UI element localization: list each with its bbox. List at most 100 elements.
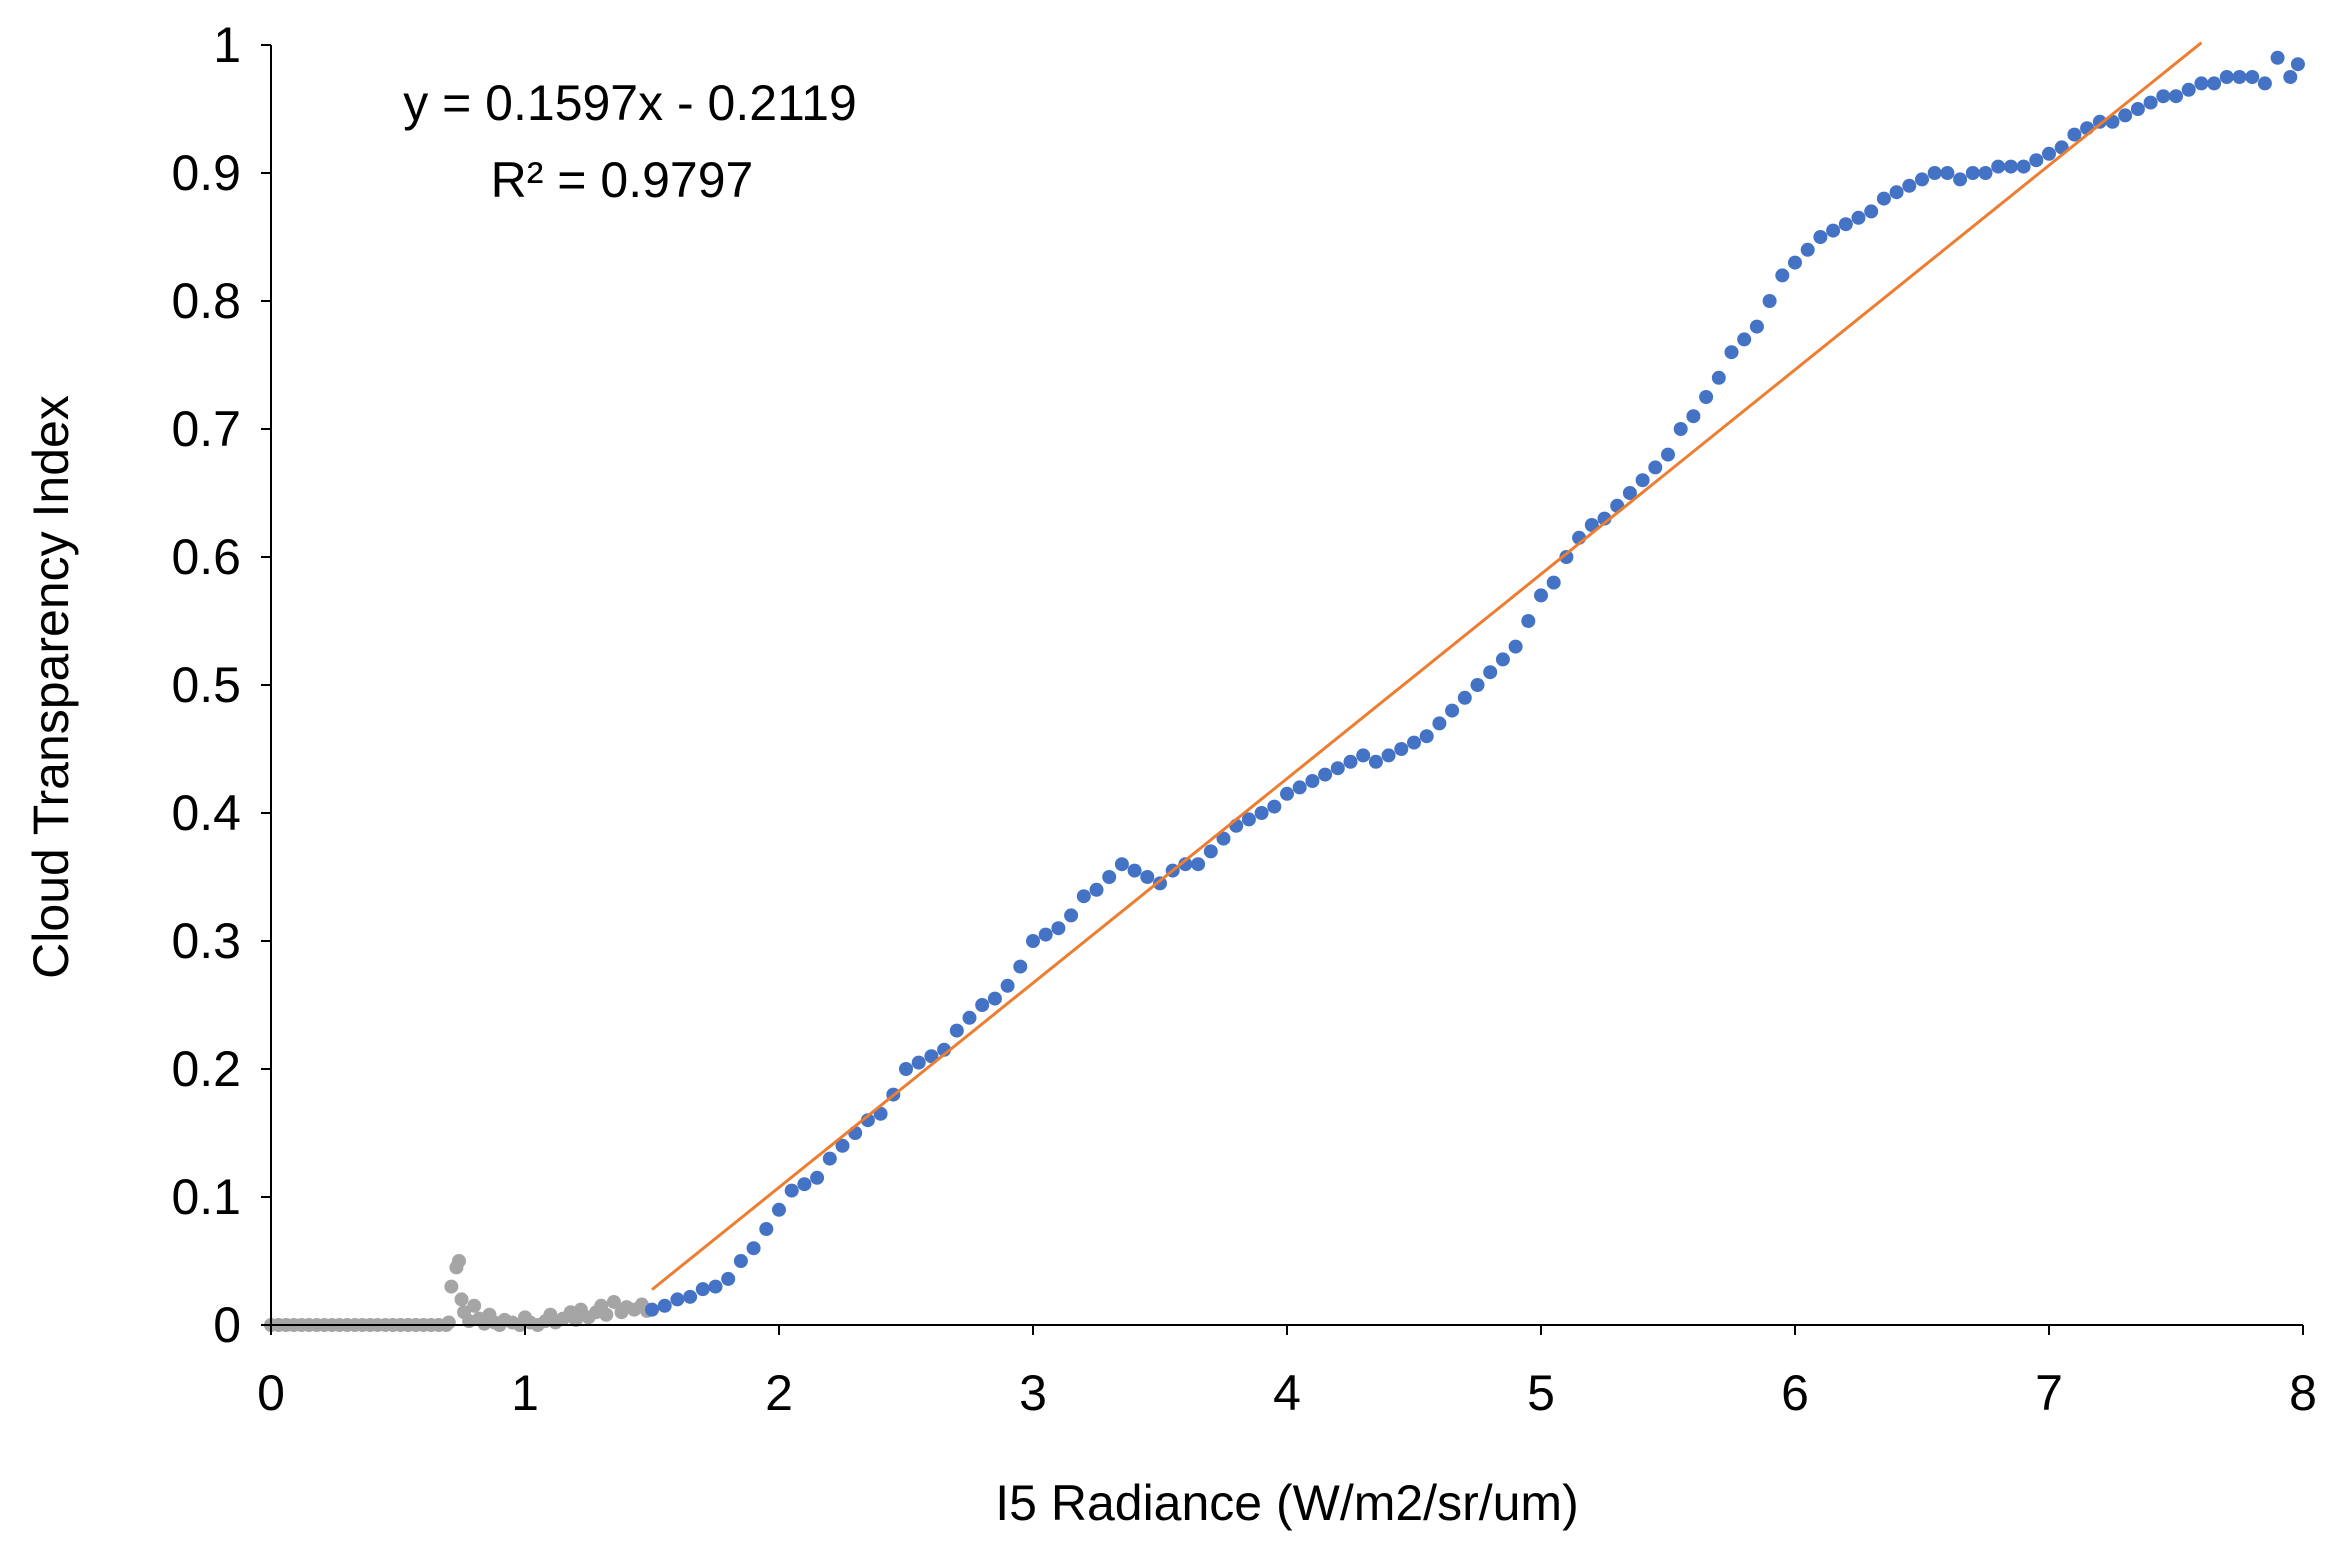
fit-data-point [911, 1055, 926, 1070]
fit-data-point [784, 1183, 799, 1198]
fit-data-point [733, 1254, 748, 1268]
fit-data-point [1000, 978, 1015, 993]
fit-data-point [1381, 748, 1396, 763]
fit-data-point [2118, 108, 2133, 123]
fit-data-point [1864, 204, 1879, 219]
fit-data-point [1737, 332, 1752, 347]
fit-data-point [2219, 70, 2234, 84]
fit-data-point [1394, 742, 1409, 756]
y-tick-label: 0.1 [171, 1169, 241, 1225]
fit-data-point [1800, 242, 1815, 257]
fit-data-point [1114, 857, 1129, 872]
fit-data-point [1470, 678, 1485, 692]
fit-data-point [1584, 518, 1599, 532]
fit-data-point [1686, 409, 1701, 424]
x-axis-ticks: 0 1 2 3 4 5 6 7 8 [257, 1325, 2317, 1421]
x-tick-label: 3 [1019, 1365, 1047, 1421]
fit-data-point [1483, 665, 1498, 680]
fit-data-point [1368, 754, 1383, 769]
fit-data-point [1876, 191, 1891, 206]
fit-data-point [1216, 831, 1231, 846]
fit-data-point [1788, 255, 1802, 270]
fit-data-point [1305, 774, 1320, 788]
fit-data-point [2156, 89, 2171, 104]
fit-data-point [1826, 223, 1841, 238]
fit-data-point [1013, 959, 1028, 974]
excluded-data-point [451, 1254, 466, 1268]
fit-data-point [835, 1138, 850, 1153]
y-tick-label: 0.2 [171, 1041, 241, 1097]
fit-data-point [2181, 82, 2196, 97]
fit-data-point [924, 1049, 939, 1064]
x-tick-label: 7 [2035, 1365, 2063, 1421]
x-tick-label: 1 [511, 1365, 539, 1421]
fit-data-point [1902, 178, 1917, 193]
fit-data-point [1813, 230, 1828, 244]
fit-data-point [1445, 703, 1460, 718]
y-axis-ticks: 0 0.1 0.2 0.3 0.4 0.5 0.6 0.7 0.8 0.9 1 [171, 17, 271, 1353]
fit-data-point [1140, 870, 1155, 884]
fit-data-point [797, 1177, 812, 1192]
fit-data-point [822, 1151, 837, 1166]
fit-data-point [987, 991, 1002, 1006]
fit-data-point [1280, 786, 1294, 801]
fit-data-point [1064, 908, 1079, 923]
fit-data-point [657, 1298, 672, 1313]
fit-series-points [645, 50, 2305, 1317]
fit-data-point [2130, 102, 2145, 116]
fit-data-point [2092, 114, 2107, 129]
excluded-data-point [441, 1315, 456, 1330]
excluded-data-point [599, 1307, 614, 1322]
y-tick-label: 0.7 [171, 401, 241, 457]
fit-data-point [2207, 76, 2222, 91]
y-tick-label: 1 [213, 17, 241, 73]
fit-data-point [1559, 550, 1574, 564]
fit-data-point [1889, 185, 1904, 200]
fit-data-point [1191, 857, 1206, 872]
fit-data-point [1915, 172, 1929, 187]
fit-data-point [1089, 882, 1104, 897]
y-axis-title: Cloud Transparency Index [23, 395, 79, 979]
fit-data-point [1762, 294, 1777, 308]
fit-data-point [2067, 127, 2082, 142]
fit-data-point [1965, 166, 1980, 180]
x-tick-label: 6 [1781, 1365, 1809, 1421]
trendline-equation: y = 0.1597x - 0.2119 [403, 75, 857, 131]
fit-data-point [975, 998, 990, 1012]
excluded-data-point [467, 1298, 482, 1313]
fit-data-point [1775, 268, 1790, 283]
fit-data-point [2016, 159, 2031, 174]
fit-data-point [721, 1271, 736, 1286]
fit-data-point [2143, 95, 2158, 110]
fit-data-point [2169, 89, 2183, 104]
fit-data-point [1102, 870, 1117, 884]
fit-data-point [1991, 159, 2006, 174]
fit-data-point [2042, 146, 2056, 161]
fit-data-point [2232, 70, 2247, 84]
fit-data-point [1292, 780, 1307, 795]
fit-data-point [2029, 153, 2044, 168]
fit-data-point [1254, 806, 1269, 820]
x-tick-label: 5 [1527, 1365, 1555, 1421]
x-axis-title: I5 Radiance (W/m2/sr/um) [995, 1475, 1578, 1531]
fit-data-point [1724, 345, 1739, 360]
fit-data-point [1838, 217, 1853, 232]
y-tick-label: 0.8 [171, 273, 241, 329]
fit-data-point [670, 1292, 685, 1307]
fit-data-point [1699, 390, 1714, 404]
fit-data-point [708, 1279, 723, 1294]
fit-data-point [1940, 166, 1955, 180]
fit-data-point [1419, 729, 1434, 744]
fit-data-point [1076, 889, 1091, 904]
r-squared-value: R² = 0.9797 [491, 152, 754, 208]
fit-data-point [746, 1241, 761, 1256]
fit-data-point [2003, 159, 2018, 174]
fit-data-point [1051, 921, 1066, 936]
fit-data-point [949, 1023, 964, 1038]
fit-data-point [1622, 486, 1637, 500]
fit-data-point [1648, 460, 1663, 475]
fit-data-point [1635, 473, 1650, 488]
fit-data-point [1343, 754, 1358, 769]
fit-data-point [1203, 844, 1218, 859]
fit-data-point [1267, 799, 1282, 814]
